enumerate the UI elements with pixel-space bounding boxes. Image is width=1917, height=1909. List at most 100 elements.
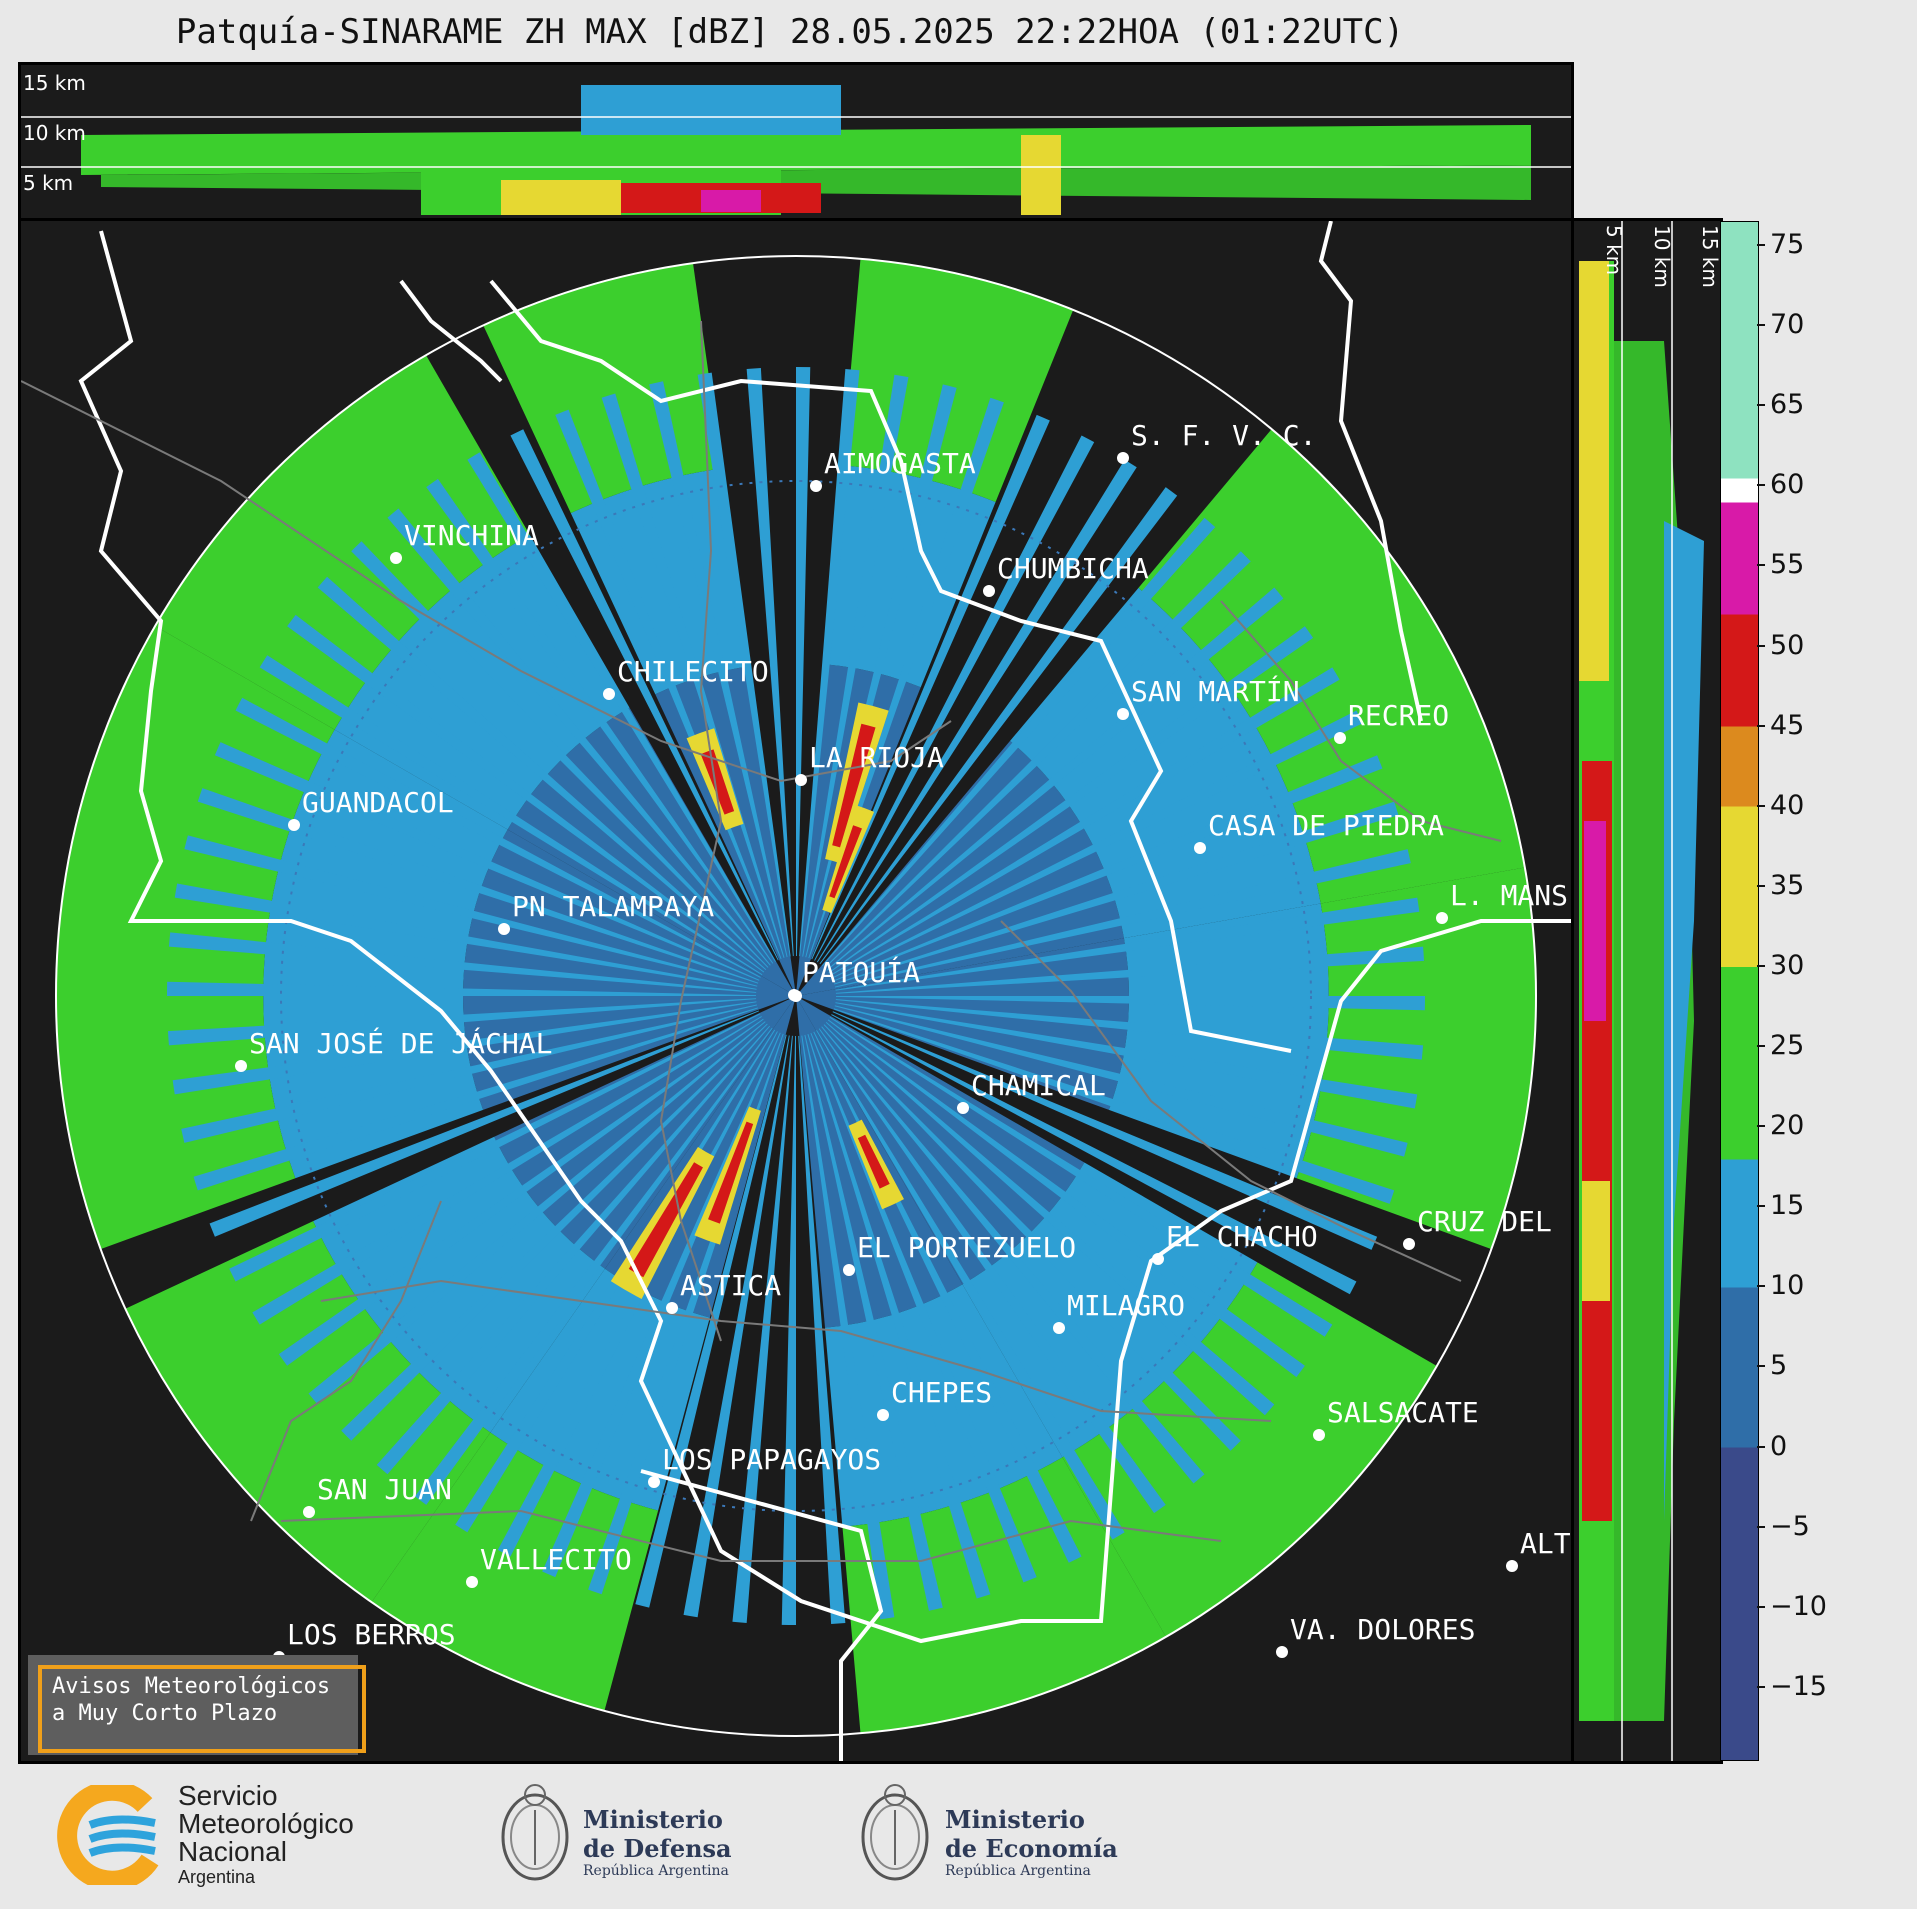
- radar-echo-wedge: [209, 1010, 760, 1237]
- colorbar-tick-label: 40: [1770, 789, 1805, 821]
- colorbar-tick-label: 55: [1770, 549, 1805, 581]
- colorbar-tick-mark: [1757, 1445, 1765, 1448]
- top-echo-core-magenta: [701, 190, 761, 212]
- city-patquia: PATQUÍA: [802, 956, 921, 989]
- radar-echo-wedge: [801, 1035, 895, 1620]
- radar-echo-wedge: [371, 1432, 659, 1711]
- colorbar-tick-label: 65: [1770, 389, 1805, 421]
- radar-echo-wedge: [796, 367, 811, 957]
- colorbar-tick-label: 10: [1770, 1270, 1805, 1302]
- radar-echo-wedge: [802, 374, 909, 957]
- city-dot: [235, 1060, 247, 1072]
- city-dot: [648, 1476, 660, 1488]
- smn-line-1: Servicio: [178, 1780, 278, 1811]
- province-border-north: [489, 279, 1292, 1053]
- colorbar-tick-label: 35: [1770, 869, 1805, 901]
- colorbar: [1720, 221, 1759, 1761]
- city-dot: [810, 480, 822, 492]
- colorbar-tick-label: 30: [1770, 949, 1805, 981]
- warning-box: Avisos Meteorológicos a Muy Corto Plazo: [28, 1655, 366, 1755]
- colorbar-tick-label: 0: [1770, 1430, 1788, 1462]
- city-dot: [288, 819, 300, 831]
- top-alt-15km: 15 km: [23, 71, 86, 95]
- economia-line-1: Ministerio: [945, 1805, 1085, 1834]
- top-alt-5km: 5 km: [23, 171, 74, 195]
- radar-echo-wedge: [414, 1027, 773, 1505]
- colorbar-tick-mark: [1757, 724, 1765, 727]
- colorbar-tick-label: 75: [1770, 229, 1805, 261]
- colorbar-tick-mark: [1757, 1285, 1765, 1288]
- radar-echo-wedge: [278, 1018, 764, 1366]
- city-casa-de-piedra: CASA DE PIEDRA: [1208, 809, 1445, 842]
- radar-echo-wedge: [683, 1035, 790, 1618]
- city-chilecito: CHILECITO: [617, 655, 769, 688]
- colorbar-tick-label: −10: [1770, 1590, 1827, 1622]
- radar-echo-wedge: [700, 749, 735, 815]
- city-aimogasta: AIMOGASTA: [824, 447, 976, 480]
- colorbar-tick-mark: [1757, 1045, 1765, 1048]
- colorbar-tick-mark: [1757, 324, 1765, 327]
- colorbar-tick-label: 50: [1770, 629, 1805, 661]
- radar-echo-wedge: [804, 1034, 943, 1611]
- city-dot: [957, 1102, 969, 1114]
- radar-echo-wedge: [214, 742, 760, 981]
- radar-echo-wedge: [799, 368, 860, 957]
- radar-echo-wedge: [825, 1021, 1275, 1416]
- city-dot: [1053, 1322, 1065, 1334]
- colorbar-tick-label: 45: [1770, 709, 1805, 741]
- radar-echo-sectors: [55, 258, 1536, 1734]
- city-los-papagayos: LOS PAPAGAYOS: [662, 1443, 882, 1476]
- radar-echo-wedge: [483, 263, 722, 514]
- colorbar-tick-mark: [1757, 404, 1765, 407]
- colorbar-tick-mark: [1757, 1365, 1765, 1368]
- city-dot: [983, 585, 995, 597]
- radar-echo-wedge: [831, 1014, 1357, 1295]
- city-dot: [1313, 1429, 1325, 1441]
- radar-echo-wedge: [697, 372, 791, 957]
- radar-echo-wedge: [1010, 587, 1321, 939]
- radar-echo-wedge: [197, 788, 759, 984]
- colorbar-tick-mark: [1757, 1605, 1765, 1608]
- radar-echo-wedge: [649, 381, 788, 958]
- radar-echo-wedge: [818, 1028, 1166, 1514]
- radar-echo-wedge: [828, 626, 1314, 974]
- defensa-logo-text: Ministerio de Defensa República Argentin…: [583, 1805, 732, 1879]
- smn-line-4: Argentina: [178, 1867, 256, 1887]
- colorbar-tick-label: −5: [1770, 1510, 1810, 1542]
- colorbar-tick-mark: [1757, 1525, 1765, 1528]
- radar-echo-wedge: [1062, 1262, 1437, 1637]
- city-dot: [498, 923, 510, 935]
- colorbar-tick-mark: [1757, 1205, 1765, 1208]
- city-recreo: RECREO: [1348, 699, 1450, 732]
- radar-echo-wedge: [184, 835, 758, 987]
- city-la-rioja: LA RIOJA: [809, 741, 944, 774]
- radar-map: AIMOGASTA S. F. V. C. VINCHINA CHUMBICHA…: [18, 218, 1574, 1764]
- colorbar-tick-mark: [1757, 1125, 1765, 1128]
- radar-echo-wedge: [821, 1026, 1205, 1484]
- radar-echo-wedge: [835, 1002, 1418, 1109]
- city-dot: [666, 1302, 678, 1314]
- city-dot: [1194, 842, 1206, 854]
- radar-echo-wedge: [834, 1005, 1408, 1157]
- colorbar-tick-label: 60: [1770, 469, 1805, 501]
- radar-echo-wedge: [831, 710, 1363, 979]
- radar-echo-wedge: [832, 1011, 1378, 1250]
- warning-line-1: Avisos Meteorológicos: [52, 1674, 331, 1699]
- radar-echo-wedge: [229, 1013, 761, 1282]
- defensa-line-1: Ministerio: [583, 1805, 723, 1834]
- radar-echo-wedge: [811, 414, 1050, 960]
- radar-map-svg: [21, 221, 1571, 1761]
- radar-echo-wedge: [816, 459, 1137, 963]
- radar-echo-wedge: [174, 883, 757, 990]
- smn-logo: [57, 1785, 159, 1885]
- radar-echo-wedge: [235, 697, 761, 978]
- warning-line-2: a Muy Corto Plazo: [52, 1701, 278, 1726]
- radar-echo-wedge: [510, 429, 779, 961]
- city-dot: [843, 1264, 855, 1276]
- range-ring-inner: [280, 480, 1312, 1512]
- city-dot: [1403, 1238, 1415, 1250]
- radar-echo-wedge: [824, 551, 1251, 969]
- radar-echo-wedge: [814, 435, 1095, 961]
- side-cross-section-svg: [1579, 221, 1704, 1761]
- colorbar-tick-mark: [1757, 244, 1765, 247]
